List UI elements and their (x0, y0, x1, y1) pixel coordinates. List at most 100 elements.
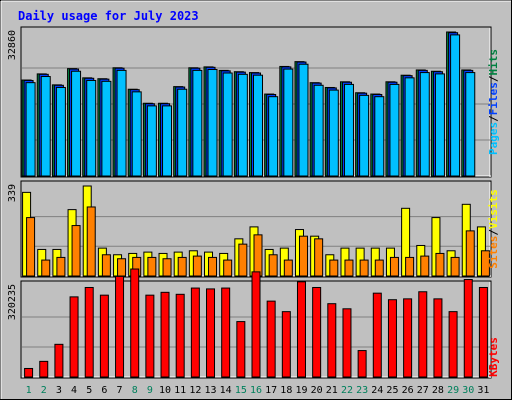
bar-kbytes-day-19 (296, 281, 306, 378)
bar-kbytes-day-21 (327, 303, 337, 378)
legend-pages: Pages (487, 122, 500, 155)
bar-pages-day-2 (40, 76, 51, 177)
x-tick-label: 29 (447, 385, 459, 396)
bar-pages-day-26 (404, 77, 415, 177)
bar-sites-day-20 (314, 238, 324, 277)
bar-sites-day-27 (420, 255, 430, 277)
bar-pages-day-27 (419, 72, 430, 177)
bar-pages-day-11 (177, 88, 188, 177)
bar-kbytes-day-1 (24, 367, 34, 378)
bar-pages-day-1 (25, 82, 36, 177)
bar-pages-day-29 (450, 34, 461, 177)
bar-sites-day-13 (208, 256, 218, 277)
bar-sites-day-17 (268, 254, 278, 277)
bar-sites-day-26 (405, 256, 415, 277)
bar-kbytes-day-8 (130, 268, 140, 378)
x-tick-label: 9 (147, 385, 153, 396)
x-tick-label: 14 (220, 385, 232, 396)
bar-kbytes-day-5 (84, 286, 94, 378)
bar-kbytes-day-15 (236, 321, 246, 378)
bar-sites-day-3 (56, 256, 66, 277)
bar-sites-day-6 (101, 254, 111, 277)
bar-pages-day-20 (313, 84, 324, 177)
x-axis-labels: 1 2 3 4 5 6 7 8 9 10 11 12 13 14 15 16 17 18 19 20 21 22 23 24 2… (26, 385, 490, 396)
bar-pages-day-21 (328, 89, 339, 177)
x-tick-label: 27 (417, 385, 429, 396)
bar-pages-day-10 (162, 105, 173, 177)
bar-sites-day-25 (389, 256, 399, 277)
legend-hits-files-pages: Pages/Files/Hits (487, 49, 500, 155)
legend-separator: / (487, 229, 500, 236)
bar-kbytes-day-2 (39, 360, 49, 378)
x-tick-label: 5 (86, 385, 92, 396)
x-tick-label: 26 (402, 385, 414, 396)
chart-title: Daily usage for July 2023 (18, 9, 199, 23)
bar-sites-day-7 (117, 258, 127, 277)
bar-kbytes-day-14 (221, 287, 231, 378)
bar-kbytes-day-13 (206, 288, 216, 378)
x-tick-label: 31 (477, 385, 489, 396)
bar-pages-day-16 (253, 74, 263, 177)
bar-sites-day-9 (147, 256, 157, 277)
x-tick-label: 23 (356, 385, 368, 396)
x-tick-label: 20 (311, 385, 323, 396)
bar-pages-day-4 (71, 70, 82, 177)
bar-pages-day-28 (434, 73, 445, 177)
bar-kbytes-day-31 (478, 286, 488, 378)
bar-sites-day-28 (435, 252, 445, 277)
bar-sites-day-23 (359, 259, 369, 277)
legend-files: Files (487, 82, 500, 115)
x-tick-label: 3 (56, 385, 62, 396)
bar-pages-day-30 (465, 72, 476, 177)
bar-kbytes-day-9 (145, 294, 155, 378)
x-tick-label: 25 (386, 385, 398, 396)
x-tick-label: 16 (250, 385, 262, 396)
bar-pages-day-12 (192, 69, 203, 177)
bar-kbytes-day-27 (418, 291, 428, 378)
bar-pages-day-25 (389, 83, 400, 177)
bar-sites-day-19 (298, 235, 308, 277)
bar-kbytes-day-6 (99, 294, 109, 378)
x-tick-label: 10 (159, 385, 171, 396)
bar-sites-day-30 (465, 230, 475, 277)
x-tick-label: 19 (295, 385, 307, 396)
bar-sites-day-21 (329, 259, 339, 277)
legend-visits: Visits (487, 189, 500, 229)
x-tick-label: 11 (174, 385, 186, 396)
x-tick-label: 1 (26, 385, 32, 396)
x-tick-label: 17 (265, 385, 277, 396)
bar-pages-day-13 (207, 69, 218, 177)
bar-kbytes-day-4 (69, 296, 79, 378)
bar-pages-day-8 (131, 91, 142, 177)
bar-sites-day-15 (238, 243, 248, 277)
bar-sites-day-24 (374, 259, 384, 277)
bar-pages-day-14 (222, 72, 233, 177)
bar-sites-day-5 (86, 206, 96, 277)
bar-pages-day-24 (374, 96, 385, 177)
legend-hits: Hits (487, 49, 500, 76)
legend-separator: / (487, 75, 500, 82)
bar-sites-day-4 (71, 225, 81, 277)
bar-pages-day-23 (359, 94, 370, 177)
bar-pages-day-22 (343, 83, 354, 177)
bar-pages-day-15 (237, 73, 248, 177)
bar-kbytes-day-23 (357, 350, 367, 378)
legend-kbytes: KBytes (487, 337, 500, 377)
x-tick-label: 18 (280, 385, 292, 396)
y-axis-max-label: 339 (7, 184, 18, 202)
bar-sites-day-10 (162, 258, 172, 277)
bar-sites-day-18 (283, 259, 293, 277)
bar-pages-day-17 (268, 96, 279, 177)
chart-panels: 32860 339 320235 (7, 26, 492, 379)
bar-sites-day-12 (192, 255, 202, 277)
x-tick-label: 21 (326, 385, 338, 396)
bar-pages-day-18 (283, 68, 294, 177)
x-tick-label: 13 (204, 385, 216, 396)
bar-kbytes-day-10 (160, 291, 170, 378)
x-tick-label: 15 (235, 385, 247, 396)
x-tick-label: 8 (132, 385, 138, 396)
bar-sites-day-16 (253, 234, 263, 277)
bar-pages-day-7 (116, 69, 127, 177)
